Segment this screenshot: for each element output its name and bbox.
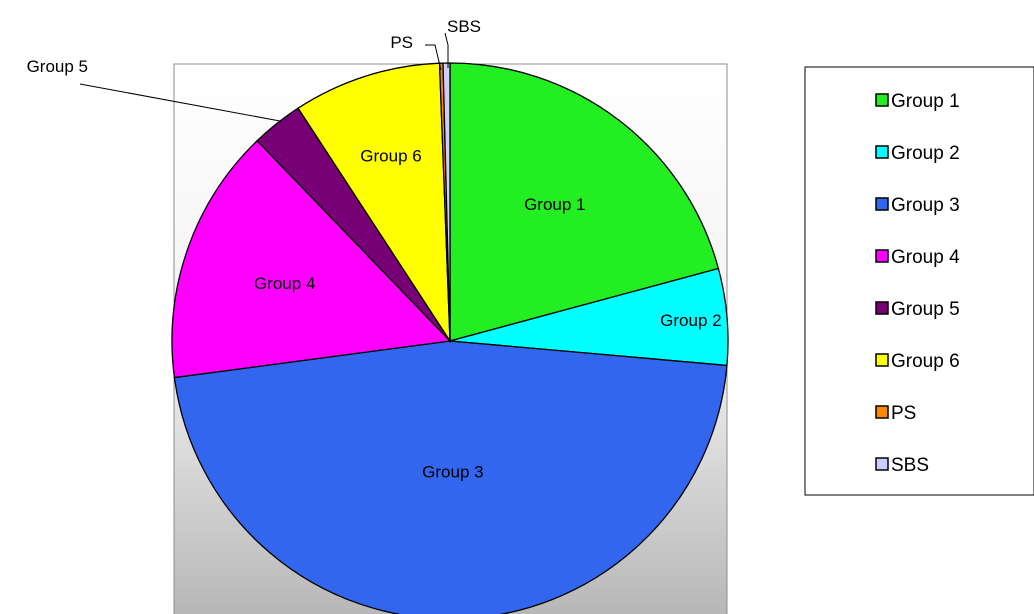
legend-box — [804, 66, 1034, 496]
data-label-group-4: Group 4 — [254, 274, 315, 293]
slice-group-3 — [173, 340, 728, 614]
legend-item-group-1: Group 1 — [875, 91, 960, 112]
data-label-group-1: Group 1 — [524, 195, 585, 214]
data-label-sbs: SBS — [447, 17, 481, 36]
legend-swatch-group-2 — [875, 145, 889, 159]
legend-swatch-group-5 — [875, 301, 889, 315]
slice-group-1 — [449, 62, 720, 342]
legend-swatch-group-1 — [875, 93, 889, 107]
legend-item-group-2: Group 2 — [875, 143, 960, 164]
data-label-group-5: Group 5 — [27, 57, 88, 76]
legend-label-ps: PS — [891, 403, 916, 424]
slice-group-4 — [171, 139, 452, 379]
legend-label-group-2: Group 2 — [891, 143, 960, 164]
legend-label-group-1: Group 1 — [891, 91, 960, 112]
data-label-ps: PS — [390, 33, 413, 52]
legend-item-group-5: Group 5 — [875, 299, 960, 320]
slice-group-6 — [297, 62, 451, 344]
slice-sbs — [442, 62, 451, 342]
leader-lines — [79, 32, 449, 122]
leader-line-group-5 — [79, 83, 281, 122]
legend-label-sbs: SBS — [891, 455, 929, 476]
legend-swatch-group-3 — [875, 197, 889, 211]
legend-label-group-6: Group 6 — [891, 351, 960, 372]
legend: Group 1 Group 2 Group 3 Group 4 Group 5 Group… — [875, 91, 960, 476]
leader-line-ps — [425, 44, 442, 71]
data-label-group-6: Group 6 — [360, 147, 421, 166]
data-label-group-3: Group 3 — [422, 463, 483, 482]
legend-swatch-ps — [875, 405, 889, 419]
legend-item-group-6: Group 6 — [875, 351, 960, 372]
legend-label-group-3: Group 3 — [891, 195, 960, 216]
legend-item-sbs: SBS — [875, 455, 929, 476]
legend-swatch-group-4 — [875, 249, 889, 263]
legend-label-group-5: Group 5 — [891, 299, 960, 320]
leader-line-sbs — [444, 32, 449, 68]
legend-item-group-4: Group 4 — [875, 247, 960, 268]
legend-swatch-sbs — [875, 457, 889, 471]
pie-slices — [171, 62, 729, 614]
data-label-group-2: Group 2 — [660, 311, 721, 330]
legend-swatch-group-6 — [875, 353, 889, 367]
legend-label-group-4: Group 4 — [891, 247, 960, 268]
legend-item-group-3: Group 3 — [875, 195, 960, 216]
legend-item-ps: PS — [875, 403, 916, 424]
slice-labels: Group 1 Group 2 Group 3 Group 4 Group 5 Group… — [27, 17, 722, 482]
